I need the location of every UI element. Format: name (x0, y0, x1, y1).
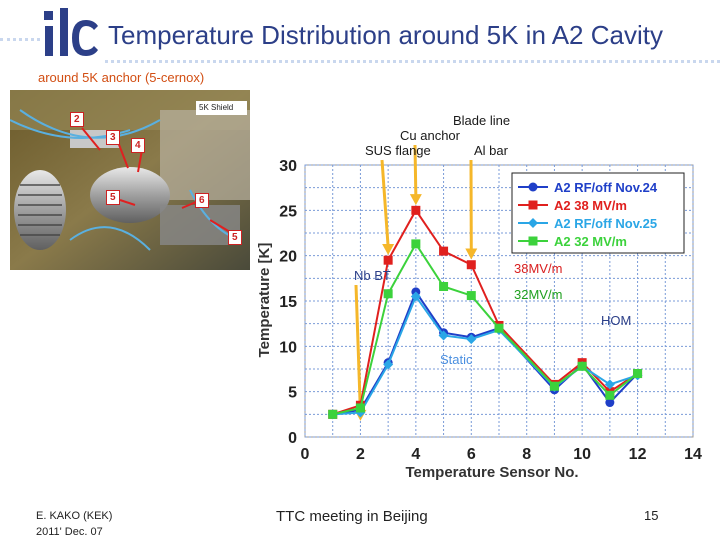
x-tick-label: 0 (301, 446, 310, 463)
chart-annotation: 38MV/m (514, 261, 562, 276)
data-point (549, 381, 559, 391)
chart-annotation: Cu anchor (400, 128, 461, 143)
legend-label: A2 RF/off Nov.25 (554, 216, 657, 231)
chart-annotation: Static (440, 352, 473, 367)
data-point (383, 289, 393, 299)
sensor-label: 5 (106, 190, 120, 205)
x-tick-labels: 0 2 4 6 8 10 12 14 (301, 446, 702, 463)
x-tick-label: 12 (629, 446, 647, 463)
legend-marker (528, 182, 538, 192)
chart-annotation: SUS flange (365, 143, 431, 158)
footer-event: TTC meeting in Beijing (276, 508, 428, 525)
data-point (494, 323, 504, 333)
x-tick-label: 4 (411, 446, 420, 463)
x-tick-label: 10 (573, 446, 591, 463)
annotation-arrow (413, 144, 418, 198)
chart-annotation: HOM (601, 313, 631, 328)
annotation-arrowhead (409, 194, 422, 206)
legend-label: A2 32 MV/m (554, 234, 627, 249)
y-tick-label: 0 (288, 430, 297, 447)
data-point (439, 281, 449, 291)
y-axis-label: Temperature [K] (256, 243, 273, 358)
chart-annotation: Blade line (453, 113, 510, 128)
page-number: 15 (644, 508, 659, 523)
x-tick-label: 6 (467, 446, 476, 463)
y-tick-labels: 0 5 10 15 20 25 30 (279, 158, 297, 447)
data-point (328, 409, 338, 419)
data-point (439, 246, 449, 256)
y-tick-label: 5 (288, 385, 297, 402)
shield-label: 5K Shield (196, 101, 247, 115)
sensor-label: 3 (106, 130, 120, 145)
legend-marker (528, 218, 538, 228)
legend-label: A2 38 MV/m (554, 198, 627, 213)
chart-annotation: 32MV/m (514, 287, 562, 302)
data-point (604, 379, 615, 390)
sensor-label: 2 (70, 112, 84, 127)
annotation-arrowhead (465, 248, 478, 260)
data-point (466, 334, 477, 345)
y-tick-label: 30 (279, 158, 297, 175)
chart-annotation: Nb BT (354, 268, 391, 283)
data-point (411, 205, 421, 215)
slide-title: Temperature Distribution around 5K in A2… (108, 20, 663, 50)
cavity-photo-illustration (10, 90, 250, 270)
chart-series (327, 205, 643, 420)
annotation-arrows (354, 144, 478, 421)
annotation-arrowhead (382, 243, 395, 255)
x-tick-label: 8 (522, 446, 531, 463)
chart-legend: A2 RF/off Nov.24 A2 38 MV/m A2 RF/off Nov.… (511, 172, 685, 254)
data-point (383, 359, 394, 370)
annotation-arrow (380, 159, 390, 248)
annotation-arrow (354, 284, 362, 413)
legend-marker (528, 200, 538, 210)
footer-author: E. KAKO (KEK) (36, 510, 113, 522)
data-point (605, 390, 615, 400)
legend-marker (528, 236, 538, 246)
x-tick-label: 14 (684, 446, 702, 463)
data-point (411, 239, 421, 249)
data-point (633, 369, 643, 379)
y-tick-label: 10 (279, 339, 297, 356)
data-point (438, 330, 449, 341)
slide-subtitle: around 5K anchor (5-cernox) (38, 70, 205, 85)
sensor-label: 5 (228, 230, 242, 245)
data-point (605, 398, 615, 408)
data-point (577, 361, 587, 371)
x-axis-label: Temperature Sensor No. (405, 464, 578, 481)
y-tick-label: 25 (279, 203, 297, 220)
title-dotted-rule (105, 60, 720, 63)
data-point (410, 291, 421, 302)
sensor-label: 4 (131, 138, 145, 153)
cavity-photo (10, 90, 250, 270)
sensor-label: 6 (195, 193, 209, 208)
x-tick-label: 2 (356, 446, 365, 463)
y-tick-label: 15 (279, 294, 297, 311)
footer-date: 2011' Dec. 07 (36, 526, 103, 538)
y-tick-label: 20 (279, 249, 297, 266)
chart-annotation: Al bar (474, 143, 509, 158)
title-dotted-rule-left (0, 38, 40, 41)
data-point (466, 260, 476, 270)
legend-label: A2 RF/off Nov.24 (554, 180, 658, 195)
data-point (383, 255, 393, 265)
ilc-logo (44, 8, 98, 56)
data-point (355, 403, 365, 413)
data-point (466, 291, 476, 301)
footer-author-block: E. KAKO (KEK) 2011' Dec. 07 (36, 508, 112, 540)
